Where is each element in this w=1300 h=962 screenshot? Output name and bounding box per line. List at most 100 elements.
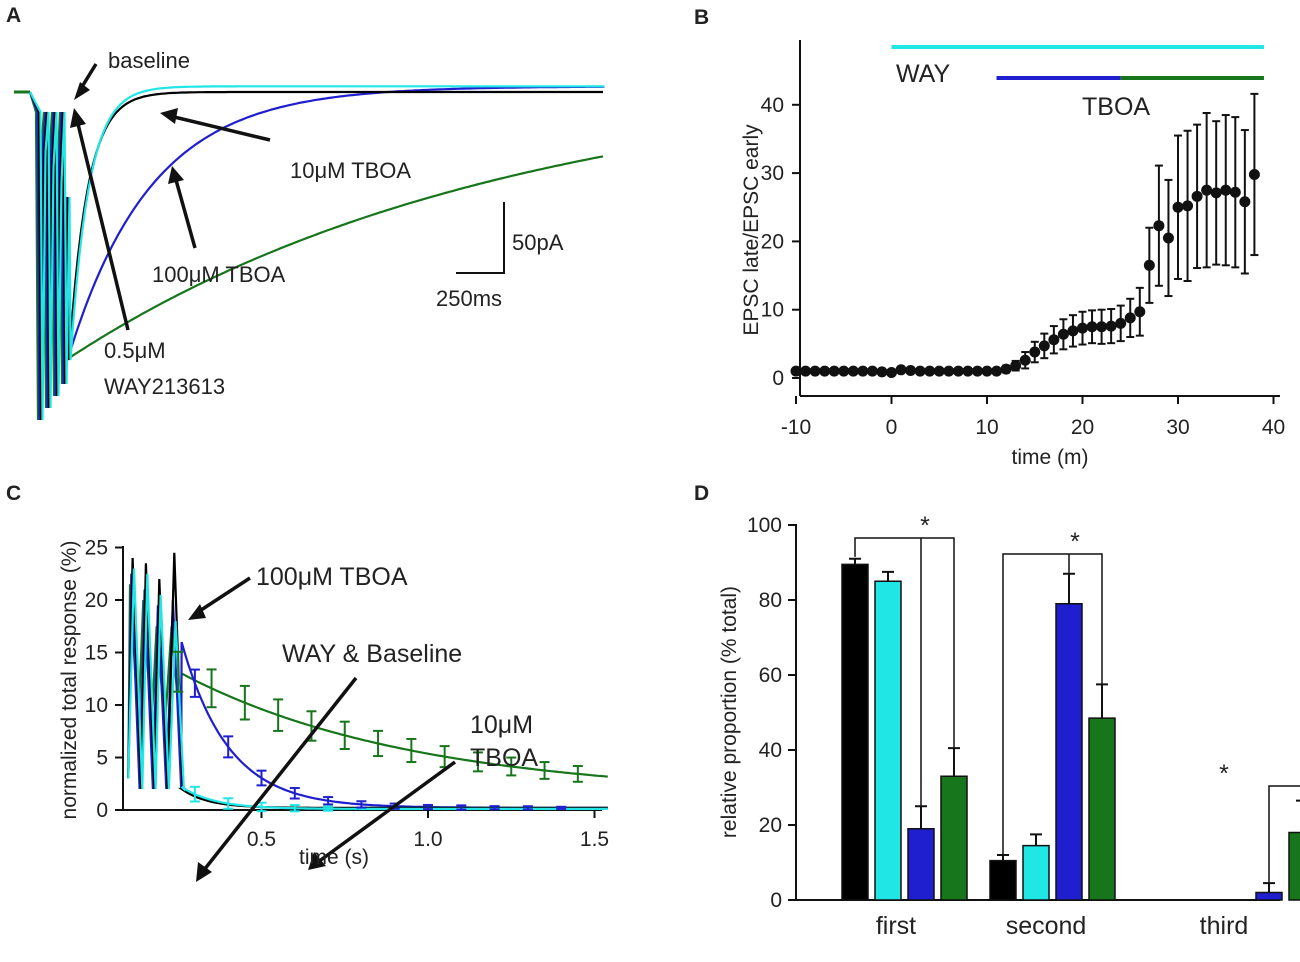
d-ticks: 0 20 40 60 80 100 first second third xyxy=(747,514,1248,940)
b-point xyxy=(828,365,840,377)
b-point xyxy=(924,365,936,377)
arrow-tboa100 xyxy=(174,179,197,249)
panel-a-arrows xyxy=(76,63,271,331)
c-ticks: 0.5 1.0 1.5 0 5 10 15 20 25 xyxy=(85,537,609,852)
b-point xyxy=(1077,322,1088,334)
arrow-tboa10 xyxy=(169,114,271,142)
b-ticks: -10 0 10 20 30 40 0 10 20 30 40 xyxy=(761,94,1286,439)
arrowhead-tboa100 xyxy=(168,166,184,184)
label-tboa-bar: TBOA xyxy=(1082,93,1150,121)
b-point xyxy=(943,365,955,377)
d-y-label: relative proportion (% total) xyxy=(718,586,741,838)
b-point xyxy=(1029,346,1041,358)
b-point xyxy=(1229,186,1241,198)
d-significance-star: * xyxy=(1070,528,1080,556)
b-point xyxy=(866,365,878,377)
b-xtick-label: 0 xyxy=(886,416,898,439)
b-point xyxy=(1220,184,1232,196)
label-way-line2: WAY213613 xyxy=(104,374,225,399)
b-point xyxy=(914,365,926,377)
d-bar-baseline xyxy=(841,563,869,901)
c-ytick-label: 20 xyxy=(85,589,108,612)
b-ytick-label: 10 xyxy=(761,299,784,322)
c-xtick-label: 1.0 xyxy=(413,828,442,851)
panel-b-drug-bars xyxy=(891,45,1264,80)
b-point xyxy=(933,365,945,377)
d-significance-star: * xyxy=(1219,760,1229,788)
b-point xyxy=(1038,340,1050,352)
b-point xyxy=(847,365,859,377)
b-xtick-label: 40 xyxy=(1262,416,1285,439)
c-ytick-label: 0 xyxy=(96,799,108,822)
b-y-label: EPSC late/EPSC early xyxy=(740,124,763,336)
d-bar-way xyxy=(874,580,902,901)
label-tboa10: 10μM TBOA xyxy=(290,158,411,183)
c-y-label: normalized total response (%) xyxy=(58,541,81,820)
b-ytick-label: 30 xyxy=(761,162,784,185)
panel-d-chart: 0 20 40 60 80 100 first second third * * * relativ… xyxy=(718,512,1300,940)
d-ytick-label: 80 xyxy=(759,589,782,612)
d-ytick-label: 60 xyxy=(759,664,782,687)
panel-a-traces: baseline 10μM TBOA 100μM TBOA 0.5μM WAY2… xyxy=(14,48,605,421)
scale-label-amplitude: 50pA xyxy=(512,230,564,255)
b-point xyxy=(1096,321,1108,333)
b-xtick-label: 30 xyxy=(1166,416,1189,439)
c-label-tboa10-line1: 10μM xyxy=(470,711,533,739)
d-bars xyxy=(841,557,1300,901)
d-ytick-label: 20 xyxy=(759,814,782,837)
b-point xyxy=(800,365,812,377)
b-point xyxy=(790,365,802,377)
d-bar-tboa10 xyxy=(907,828,935,901)
b-point xyxy=(895,364,907,376)
arrowhead-c-way xyxy=(196,862,212,882)
arrow-way xyxy=(76,123,130,331)
a-trace-tboa100 xyxy=(28,91,604,421)
scale-label-time: 250ms xyxy=(436,286,502,311)
b-point xyxy=(1000,363,1012,375)
d-bar-tboa100 xyxy=(1088,717,1116,901)
d-bracket xyxy=(854,537,955,749)
d-bracket xyxy=(1268,785,1300,884)
d-category-label: second xyxy=(1006,912,1087,940)
b-xtick-label: 20 xyxy=(1071,416,1094,439)
d-category-label: first xyxy=(876,912,916,940)
arrowhead-baseline xyxy=(74,82,90,100)
panel-a-trace-group xyxy=(14,85,605,421)
a-trace-baseline xyxy=(28,90,603,421)
b-point xyxy=(1048,334,1060,346)
c-ytick-label: 10 xyxy=(85,694,108,717)
a-trace-way xyxy=(29,85,605,421)
b-point xyxy=(1067,325,1079,337)
d-ytick-label: 0 xyxy=(770,889,782,912)
d-bracket xyxy=(1002,553,1103,855)
b-point xyxy=(838,365,850,377)
b-point xyxy=(991,365,1003,377)
d-bar-way xyxy=(1022,844,1050,901)
b-ytick-label: 0 xyxy=(772,367,784,390)
c-ytick-label: 15 xyxy=(85,642,108,665)
arrow-c-tboa100 xyxy=(194,576,251,616)
b-point xyxy=(1019,354,1031,366)
label-way-bar: WAY xyxy=(896,60,950,88)
b-point xyxy=(962,365,974,377)
b-point xyxy=(1153,220,1165,232)
b-point xyxy=(1115,317,1127,329)
b-point xyxy=(952,365,964,377)
c-xtick-label: 1.5 xyxy=(580,828,609,851)
b-point xyxy=(819,365,831,377)
d-bar-tboa100 xyxy=(940,775,968,901)
b-point xyxy=(1057,328,1069,340)
b-x-label: time (m) xyxy=(1012,446,1089,469)
panel-label-a: A xyxy=(6,4,21,27)
b-xtick-label: -10 xyxy=(781,416,811,439)
b-point xyxy=(1105,320,1117,332)
d-bar-baseline xyxy=(989,859,1017,901)
d-category-label: third xyxy=(1200,912,1249,940)
b-point xyxy=(1124,312,1136,324)
b-point xyxy=(1248,168,1260,180)
c-label-way-baseline: WAY & Baseline xyxy=(282,640,462,668)
b-ytick-label: 20 xyxy=(761,230,784,253)
d-ytick-label: 100 xyxy=(747,514,782,537)
